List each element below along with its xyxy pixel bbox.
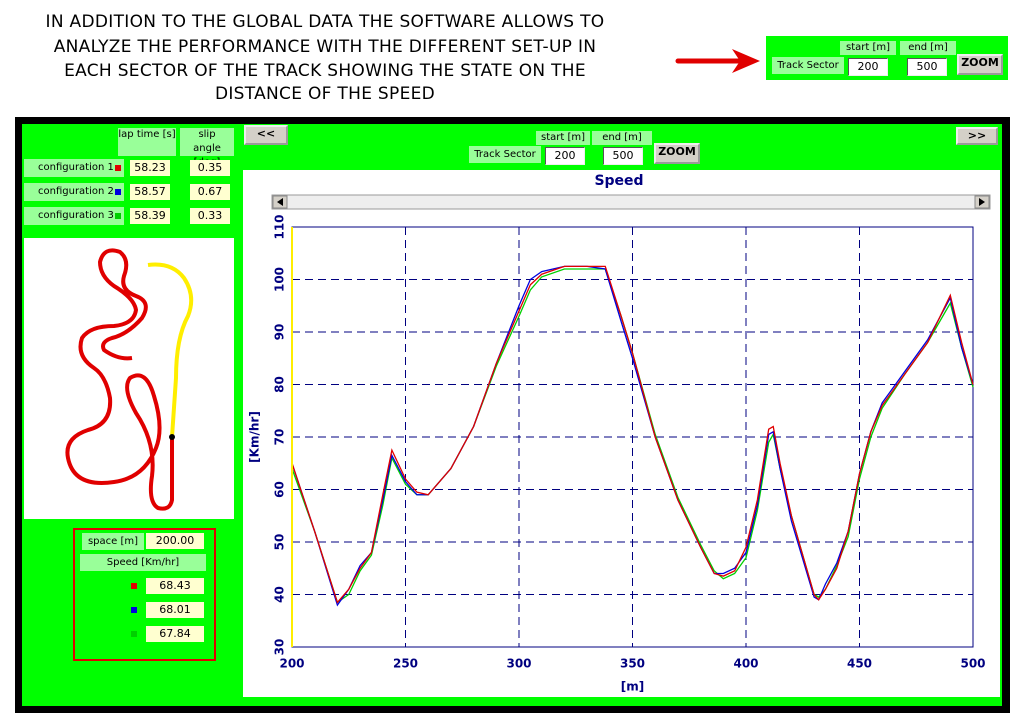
start-label: start [m] — [840, 41, 896, 55]
x-tick-label: 300 — [506, 657, 531, 671]
caption-line: ANALYZE THE PERFORMANCE WITH THE DIFFERE… — [53, 37, 597, 57]
speed-value: 67.84 — [146, 626, 204, 642]
sector-label: Track Sector — [469, 146, 541, 163]
speed-label: Speed [Km/hr] — [80, 554, 206, 571]
x-tick-label: 350 — [620, 657, 645, 671]
caption-line: EACH SECTOR OF THE TRACK SHOWING THE STA… — [64, 61, 586, 81]
lap-time: 58.57 — [130, 184, 170, 200]
x-tick-label: 200 — [279, 657, 304, 671]
speed-value: 68.01 — [146, 602, 204, 618]
track-map — [24, 238, 234, 519]
y-tick-label: 30 — [273, 639, 287, 656]
readout-box — [73, 528, 216, 661]
zoom-button[interactable]: ZOOM — [957, 54, 1003, 75]
start-input[interactable]: 200 — [545, 147, 585, 165]
sector-label: Track Sector — [772, 57, 844, 74]
speed-swatch — [131, 607, 137, 613]
y-tick-label: 40 — [273, 586, 287, 603]
caption-line: DISTANCE OF THE SPEED — [214, 84, 436, 104]
end-label: end [m] — [900, 41, 956, 55]
slip-angle: 0.35 — [190, 160, 230, 176]
x-axis-label: [m] — [621, 680, 644, 694]
y-axis-label: [Km/hr] — [248, 411, 262, 463]
table-header: slip angle [deg] — [180, 128, 234, 168]
zoom-button[interactable]: ZOOM — [654, 143, 700, 164]
end-label: end [m] — [592, 131, 652, 145]
space-label: space [m] — [82, 533, 144, 550]
config-name: configuration 1 — [24, 159, 124, 177]
config-swatch — [115, 213, 121, 219]
lap-time: 58.39 — [130, 208, 170, 224]
y-tick-label: 90 — [273, 324, 287, 341]
config-name: configuration 3 — [24, 207, 124, 225]
end-input[interactable]: 500 — [907, 58, 947, 76]
back-button[interactable]: << — [244, 125, 288, 145]
y-tick-label: 60 — [273, 481, 287, 498]
x-tick-label: 250 — [393, 657, 418, 671]
speed-swatch — [131, 631, 137, 637]
speed-value: 68.43 — [146, 578, 204, 594]
y-tick-label: 80 — [273, 376, 287, 393]
end-input[interactable]: 500 — [603, 147, 643, 165]
chart: Speed 30 40 50 60 70 80 90 100 110 200 250 300 350 40… — [243, 170, 1000, 697]
y-tick-label: 110 — [273, 214, 287, 239]
y-tick-label: 50 — [273, 534, 287, 551]
lap-time: 58.23 — [130, 160, 170, 176]
speed-swatch — [131, 583, 137, 589]
start-label: start [m] — [536, 131, 590, 145]
forward-button[interactable]: >> — [956, 127, 998, 145]
x-tick-label: 400 — [733, 657, 758, 671]
speed-line — [291, 268, 974, 604]
y-tick-label: 70 — [273, 429, 287, 446]
start-input[interactable]: 200 — [848, 58, 888, 76]
slip-angle: 0.33 — [190, 208, 230, 224]
space-value: 200.00 — [146, 533, 204, 549]
x-tick-label: 450 — [847, 657, 872, 671]
config-name: configuration 2 — [24, 183, 124, 201]
x-tick-label: 500 — [960, 657, 985, 671]
table-header: lap time [s] — [118, 128, 176, 156]
speed-line — [291, 265, 974, 604]
slip-angle: 0.67 — [190, 184, 230, 200]
chart-title: Speed — [594, 173, 643, 189]
config-swatch — [115, 165, 121, 171]
caption-line: IN ADDITION TO THE GLOBAL DATA THE SOFTW… — [45, 12, 605, 32]
arrow — [675, 49, 760, 73]
config-swatch — [115, 189, 121, 195]
y-tick-label: 100 — [273, 267, 287, 292]
scrollbar[interactable] — [271, 194, 991, 210]
